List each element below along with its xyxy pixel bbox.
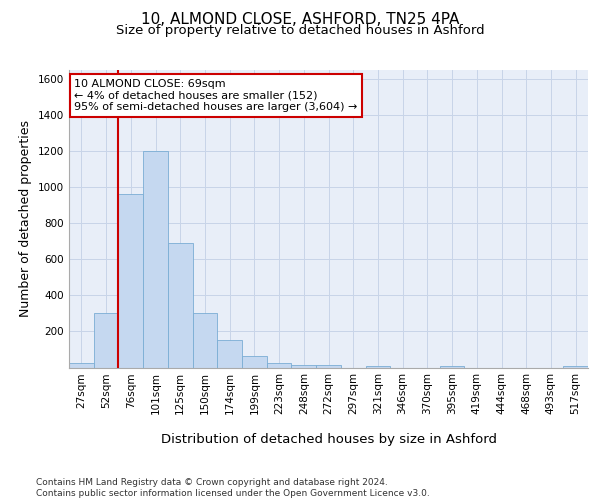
Y-axis label: Number of detached properties: Number of detached properties	[19, 120, 32, 318]
Bar	[143, 151, 168, 368]
Text: Contains HM Land Registry data © Crown copyright and database right 2024.
Contai: Contains HM Land Registry data © Crown c…	[36, 478, 430, 498]
Bar	[440, 366, 464, 368]
Bar	[316, 365, 341, 368]
Bar	[94, 314, 118, 368]
Bar	[217, 340, 242, 367]
Bar	[118, 194, 143, 368]
Bar	[365, 366, 390, 368]
Bar	[292, 365, 316, 368]
Bar	[69, 363, 94, 368]
Text: 10, ALMOND CLOSE, ASHFORD, TN25 4PA: 10, ALMOND CLOSE, ASHFORD, TN25 4PA	[141, 12, 459, 28]
Bar	[242, 356, 267, 368]
Text: 10 ALMOND CLOSE: 69sqm
← 4% of detached houses are smaller (152)
95% of semi-det: 10 ALMOND CLOSE: 69sqm ← 4% of detached …	[74, 79, 358, 112]
Text: Distribution of detached houses by size in Ashford: Distribution of detached houses by size …	[161, 432, 497, 446]
Text: Size of property relative to detached houses in Ashford: Size of property relative to detached ho…	[116, 24, 484, 37]
Bar	[563, 366, 588, 368]
Bar	[267, 363, 292, 368]
Bar	[193, 314, 217, 368]
Bar	[168, 243, 193, 368]
